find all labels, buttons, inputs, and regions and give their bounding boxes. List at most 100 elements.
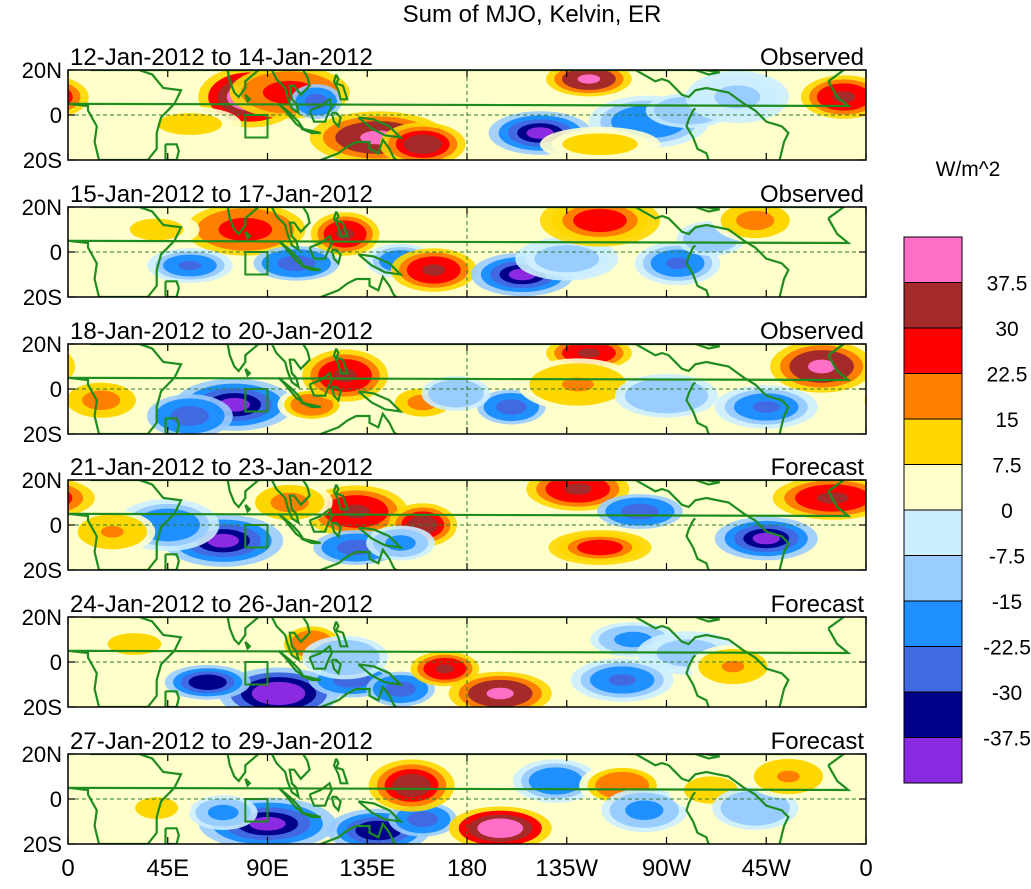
coastline <box>308 234 333 260</box>
coastline <box>308 781 333 807</box>
contour-fill <box>832 91 856 103</box>
coastline <box>164 690 180 707</box>
coastline <box>628 754 790 844</box>
contour-fill <box>100 525 124 538</box>
x-tick-label: 45E <box>146 855 189 882</box>
contour-fill <box>777 770 800 783</box>
contour-fill <box>446 388 466 399</box>
coastline <box>308 371 333 397</box>
coastline <box>685 107 710 160</box>
contour-fill <box>391 684 410 694</box>
y-tick-label: 0 <box>50 377 62 402</box>
coastline <box>330 111 342 129</box>
coastline <box>685 244 710 297</box>
contour-fill <box>391 538 410 548</box>
contour-fill <box>564 483 592 495</box>
coastline <box>694 207 720 213</box>
coastline <box>330 385 342 403</box>
coastline <box>68 70 852 160</box>
coastline <box>244 94 252 104</box>
x-tick-label: 45W <box>742 855 792 882</box>
contour-fill <box>632 804 656 817</box>
contour-fill <box>344 542 368 553</box>
panel-content <box>68 617 866 707</box>
contour-fill <box>333 651 357 664</box>
coastline <box>244 641 252 651</box>
colorbar-label: -15 <box>992 591 1022 614</box>
y-tick-label: 0 <box>50 513 62 538</box>
contour-fill <box>435 664 454 674</box>
panel-date-range: 27-Jan-2012 to 29-Jan-2012 <box>70 728 373 755</box>
y-tick-label: 20S <box>23 148 62 173</box>
contour-fill <box>68 491 73 505</box>
contour-fill <box>68 485 84 511</box>
contour-fill <box>249 816 286 831</box>
coastline <box>357 800 404 824</box>
y-tick-label: 20N <box>22 468 62 493</box>
colorbar-label: 7.5 <box>992 455 1021 478</box>
contour-fill <box>1 355 47 378</box>
y-tick-label: 0 <box>50 240 62 265</box>
contour-fill <box>752 532 780 545</box>
coastline <box>685 381 710 434</box>
contour-fill <box>856 386 866 415</box>
coastline <box>300 127 321 135</box>
coastline <box>308 97 333 123</box>
coastline <box>628 344 790 434</box>
colorbar-swatch <box>903 373 963 420</box>
coastline <box>694 617 720 623</box>
contour-fill <box>584 139 616 149</box>
contour-fill <box>400 778 423 793</box>
contour-fill <box>577 348 601 358</box>
panel-date-range: 18-Jan-2012 to 20-Jan-2012 <box>70 318 373 345</box>
coastline <box>332 211 349 238</box>
panel-date-range: 24-Jan-2012 to 26-Jan-2012 <box>70 591 373 618</box>
colorbar-label: -22.5 <box>983 637 1031 660</box>
coastline <box>628 207 790 297</box>
contour-fill <box>666 257 689 270</box>
panel-date-range: 12-Jan-2012 to 14-Jan-2012 <box>70 44 373 71</box>
coastline <box>357 390 404 414</box>
coastline <box>330 658 342 676</box>
contour-fill <box>214 807 233 818</box>
coastline <box>685 654 710 707</box>
coastline <box>164 417 180 434</box>
index-box <box>244 114 269 139</box>
colorbar: 37.5 30 22.5 15 7.5 0 -7.5 -15 -22.5 -30 -37.5 <box>903 236 1031 784</box>
coastline <box>628 617 790 707</box>
coastline <box>320 684 397 707</box>
contour-fill <box>19 492 51 504</box>
x-tick-label: 0 <box>859 855 872 882</box>
coastline <box>320 411 397 434</box>
contour-fill <box>333 368 357 383</box>
colorbar-label: -37.5 <box>983 728 1031 751</box>
x-tick-label: 90W <box>642 855 692 882</box>
contour-fill <box>207 533 240 548</box>
coastline <box>244 504 252 514</box>
coastline <box>330 248 342 266</box>
contour-fill <box>422 264 446 276</box>
contour-fill <box>411 138 435 151</box>
contour-fill <box>278 496 302 509</box>
contour-fill <box>178 410 202 422</box>
coastline <box>164 553 180 570</box>
coastline <box>244 231 252 241</box>
y-tick-label: 20S <box>23 832 62 857</box>
colorbar-label: 0 <box>1001 500 1013 523</box>
coastline <box>308 507 333 533</box>
coastline <box>270 344 311 390</box>
coastline <box>628 70 790 160</box>
colorbar-unit: W/m^2 <box>936 158 1001 181</box>
contour-fill <box>721 660 745 673</box>
coastline <box>244 368 252 378</box>
x-axis: 0 45E 90E 135E 180 135W 90W 45W 0 <box>61 855 872 882</box>
coastline <box>164 827 180 844</box>
coastline <box>694 70 720 76</box>
panel-3: 18-Jan-2012 to 20-Jan-2012 Observed 20N 0 20… <box>1 318 867 447</box>
panel-2: 15-Jan-2012 to 17-Jan-2012 Observed 20N 0 20… <box>22 181 867 310</box>
contour-fill <box>621 634 645 645</box>
x-tick-label: 180 <box>447 855 487 882</box>
coastline <box>320 821 397 844</box>
coastline <box>68 617 852 707</box>
contour-fill <box>628 506 652 517</box>
